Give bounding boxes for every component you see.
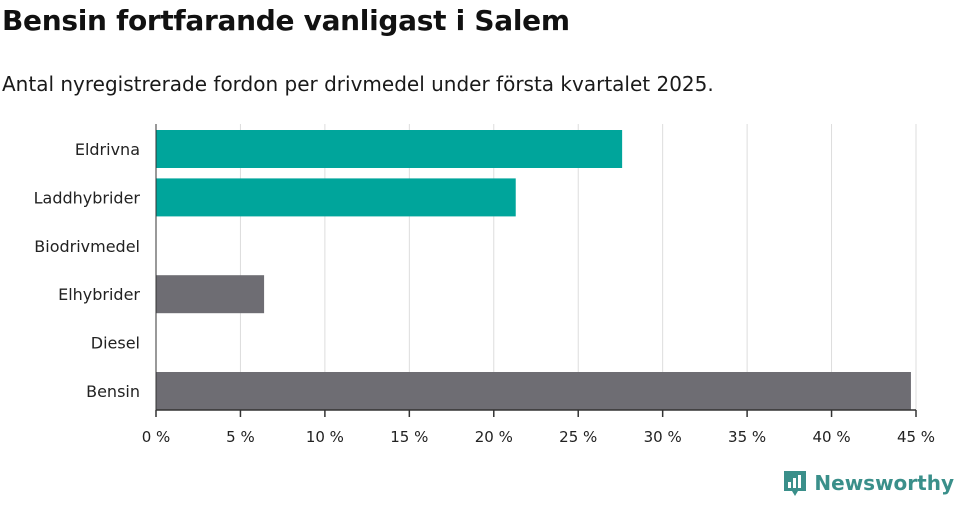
chart-title: Bensin fortfarande vanligast i Salem xyxy=(2,4,570,37)
x-tick-label: 0 % xyxy=(142,428,171,446)
category-label: Laddhybrider xyxy=(34,188,141,207)
x-tick-label: 45 % xyxy=(897,428,935,446)
bar-laddhybrider xyxy=(156,178,516,217)
x-tick-label: 25 % xyxy=(559,428,597,446)
category-label: Bensin xyxy=(86,382,140,401)
gridlines xyxy=(239,124,917,410)
category-label: Biodrivmedel xyxy=(34,237,140,256)
category-label: Elhybrider xyxy=(58,285,140,304)
newsworthy-logo-icon xyxy=(784,471,807,496)
x-axis: 0 % 5 % 10 % 15 % 20 % 25 % 30 % 35 % 40 % 45 % xyxy=(142,124,935,446)
newsworthy-brand[interactable]: Newsworthy xyxy=(782,469,954,497)
x-tick-label: 20 % xyxy=(475,428,513,446)
category-labels: Eldrivna Laddhybrider Biodrivmedel Elhybrid… xyxy=(34,140,141,401)
x-tick-label: 10 % xyxy=(306,428,344,446)
x-tick-label: 40 % xyxy=(813,428,851,446)
bar-elhybrider xyxy=(156,275,265,314)
bar-bensin xyxy=(156,372,911,410)
bars xyxy=(156,130,911,410)
category-label: Diesel xyxy=(91,334,140,353)
x-tick-label: 15 % xyxy=(390,428,428,446)
x-tick-label: 30 % xyxy=(644,428,682,446)
x-tick-label: 5 % xyxy=(226,428,255,446)
x-tick-label: 35 % xyxy=(728,428,766,446)
bar-eldrivna xyxy=(156,130,623,168)
category-label: Eldrivna xyxy=(75,140,140,159)
chart-subtitle: Antal nyregistrerade fordon per drivmede… xyxy=(2,72,714,96)
brand-name: Newsworthy xyxy=(814,471,954,495)
